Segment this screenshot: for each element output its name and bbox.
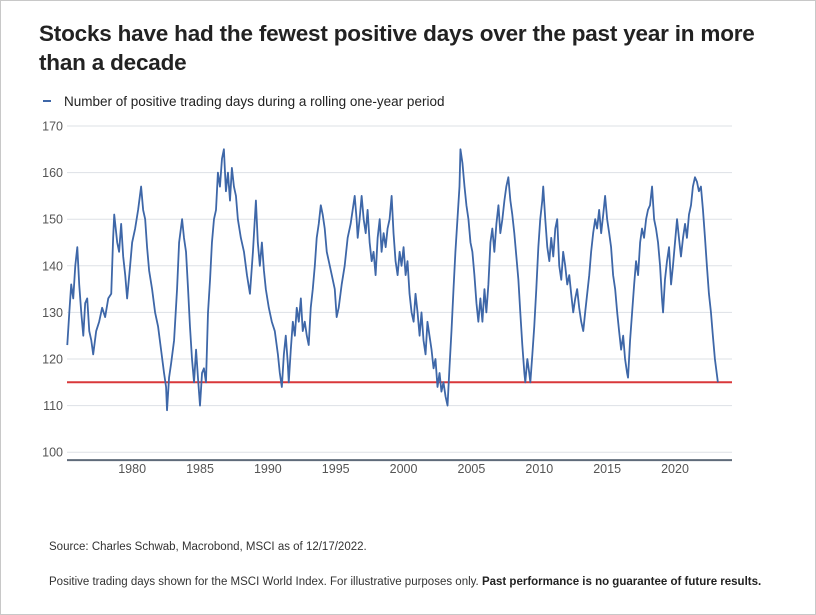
- x-tick-label: 1985: [186, 462, 214, 476]
- y-axis-ticks: 100 110 120 130 140 150 160 170: [42, 120, 63, 460]
- disclaimer-text: Positive trading days shown for the MSCI…: [49, 576, 482, 588]
- legend: Number of positive trading days during a…: [43, 92, 444, 110]
- y-tick-label: 110: [43, 399, 63, 413]
- y-tick-label: 130: [42, 306, 63, 320]
- y-tick-label: 160: [42, 166, 63, 180]
- x-axis-ticks: 1980 1985 1990 1995 2000 2005 2010 2015 2020: [118, 462, 689, 476]
- series-line-positive-days: [66, 148, 719, 412]
- disclaimer-bold: Past performance is no guarantee of futu…: [481, 576, 762, 588]
- line-chart: 100 110 120 130 140 150 160 170 1980 1985 1990 199…: [42, 120, 732, 476]
- legend-label: Number of positive trading days during a…: [64, 93, 445, 109]
- x-tick-label: 1995: [322, 462, 350, 476]
- legend-line-swatch: [43, 100, 51, 102]
- source-note: Source: Charles Schwab, Macrobond, MSCI …: [49, 541, 367, 553]
- x-tick-label: 2010: [525, 462, 553, 476]
- y-tick-label: 150: [42, 213, 63, 227]
- x-tick-label: 1990: [254, 462, 282, 476]
- x-tick-label: 2000: [390, 462, 418, 476]
- y-tick-label: 140: [42, 259, 63, 273]
- y-tick-label: 100: [42, 446, 63, 460]
- y-tick-label: 120: [42, 353, 63, 367]
- disclaimer-note: Positive trading days shown for the MSCI…: [49, 576, 761, 588]
- x-tick-label: 2015: [593, 462, 621, 476]
- x-tick-label: 2005: [458, 462, 486, 476]
- x-tick-label: 1980: [118, 462, 146, 476]
- chart-title: Stocks have had the fewest positive days…: [39, 21, 755, 75]
- y-tick-label: 170: [42, 120, 63, 134]
- x-tick-label: 2020: [661, 462, 689, 476]
